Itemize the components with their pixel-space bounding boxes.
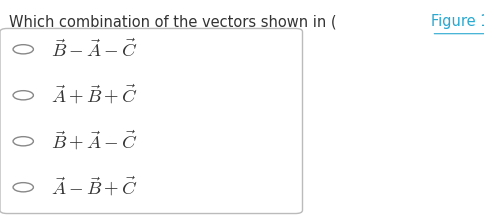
Text: $\vec{A} + \vec{B} + \vec{C}$: $\vec{A} + \vec{B} + \vec{C}$ <box>51 83 137 107</box>
Text: Which combination of the vectors shown in (: Which combination of the vectors shown i… <box>9 14 336 29</box>
FancyBboxPatch shape <box>0 28 302 214</box>
Text: Figure 1: Figure 1 <box>431 14 484 29</box>
Text: $\vec{A} - \vec{B} + \vec{C}$: $\vec{A} - \vec{B} + \vec{C}$ <box>51 175 137 199</box>
Text: $\vec{B} + \vec{A} - \vec{C}$: $\vec{B} + \vec{A} - \vec{C}$ <box>51 129 137 153</box>
Text: $\vec{B} - \vec{A} - \vec{C}$: $\vec{B} - \vec{A} - \vec{C}$ <box>51 38 137 61</box>
